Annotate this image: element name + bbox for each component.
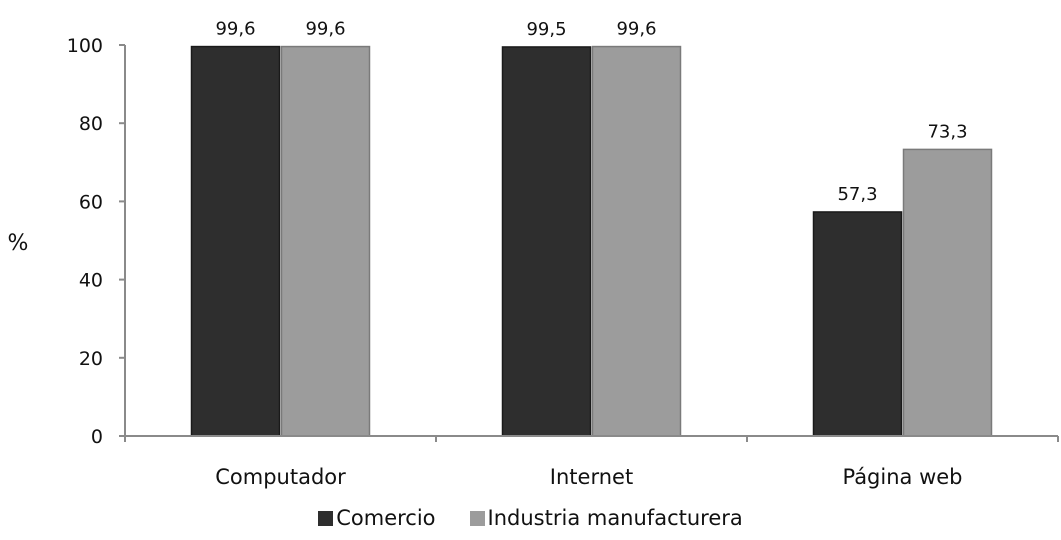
bar-industria	[902, 148, 993, 437]
bar-value-label: 99,6	[616, 19, 656, 40]
bars	[190, 45, 993, 437]
bar-comercio	[190, 45, 281, 437]
value-labels: 99,6 99,5 57,3 99,6 99,6 73,3	[215, 19, 967, 205]
legend: Comercio Industria manufacturera	[0, 506, 1061, 530]
legend-label-comercio: Comercio	[336, 506, 436, 530]
x-category-label: Computador	[215, 465, 346, 489]
y-axis: 0 20 40 60 80 100	[67, 35, 126, 448]
x-axis: Computador Internet Página web	[124, 435, 1059, 489]
bar-value-label: 99,6	[215, 19, 255, 40]
bar-value-label: 99,5	[526, 19, 566, 40]
y-tick-label: 0	[91, 426, 103, 448]
bar-chart: 0 20 40 60 80 100 99,6 99,5 57,3 99,6 99,6 73,3 Co…	[8, 19, 1059, 489]
legend-swatch-industria	[469, 510, 485, 526]
legend-swatch-comercio	[318, 510, 334, 526]
y-tick-label: 60	[79, 191, 103, 213]
y-tick-label: 100	[67, 35, 103, 57]
bar-industria	[591, 45, 682, 437]
y-tick-label: 80	[79, 113, 103, 135]
bar-value-label: 73,3	[927, 121, 967, 142]
y-tick-label: 20	[79, 348, 103, 370]
legend-label-industria: Industria manufacturera	[487, 506, 743, 530]
bar-comercio	[812, 211, 903, 437]
x-category-label: Página web	[842, 465, 962, 489]
y-axis-label: %	[8, 231, 29, 256]
bar-industria	[280, 45, 371, 437]
bar-value-label: 57,3	[837, 184, 877, 205]
legend-item-industria: Industria manufacturera	[469, 506, 743, 530]
x-category-label: Internet	[550, 465, 633, 489]
bar-value-label: 99,6	[305, 19, 345, 40]
bar-comercio	[501, 46, 592, 437]
legend-item-comercio: Comercio	[318, 506, 436, 530]
y-tick-label: 40	[79, 270, 103, 292]
